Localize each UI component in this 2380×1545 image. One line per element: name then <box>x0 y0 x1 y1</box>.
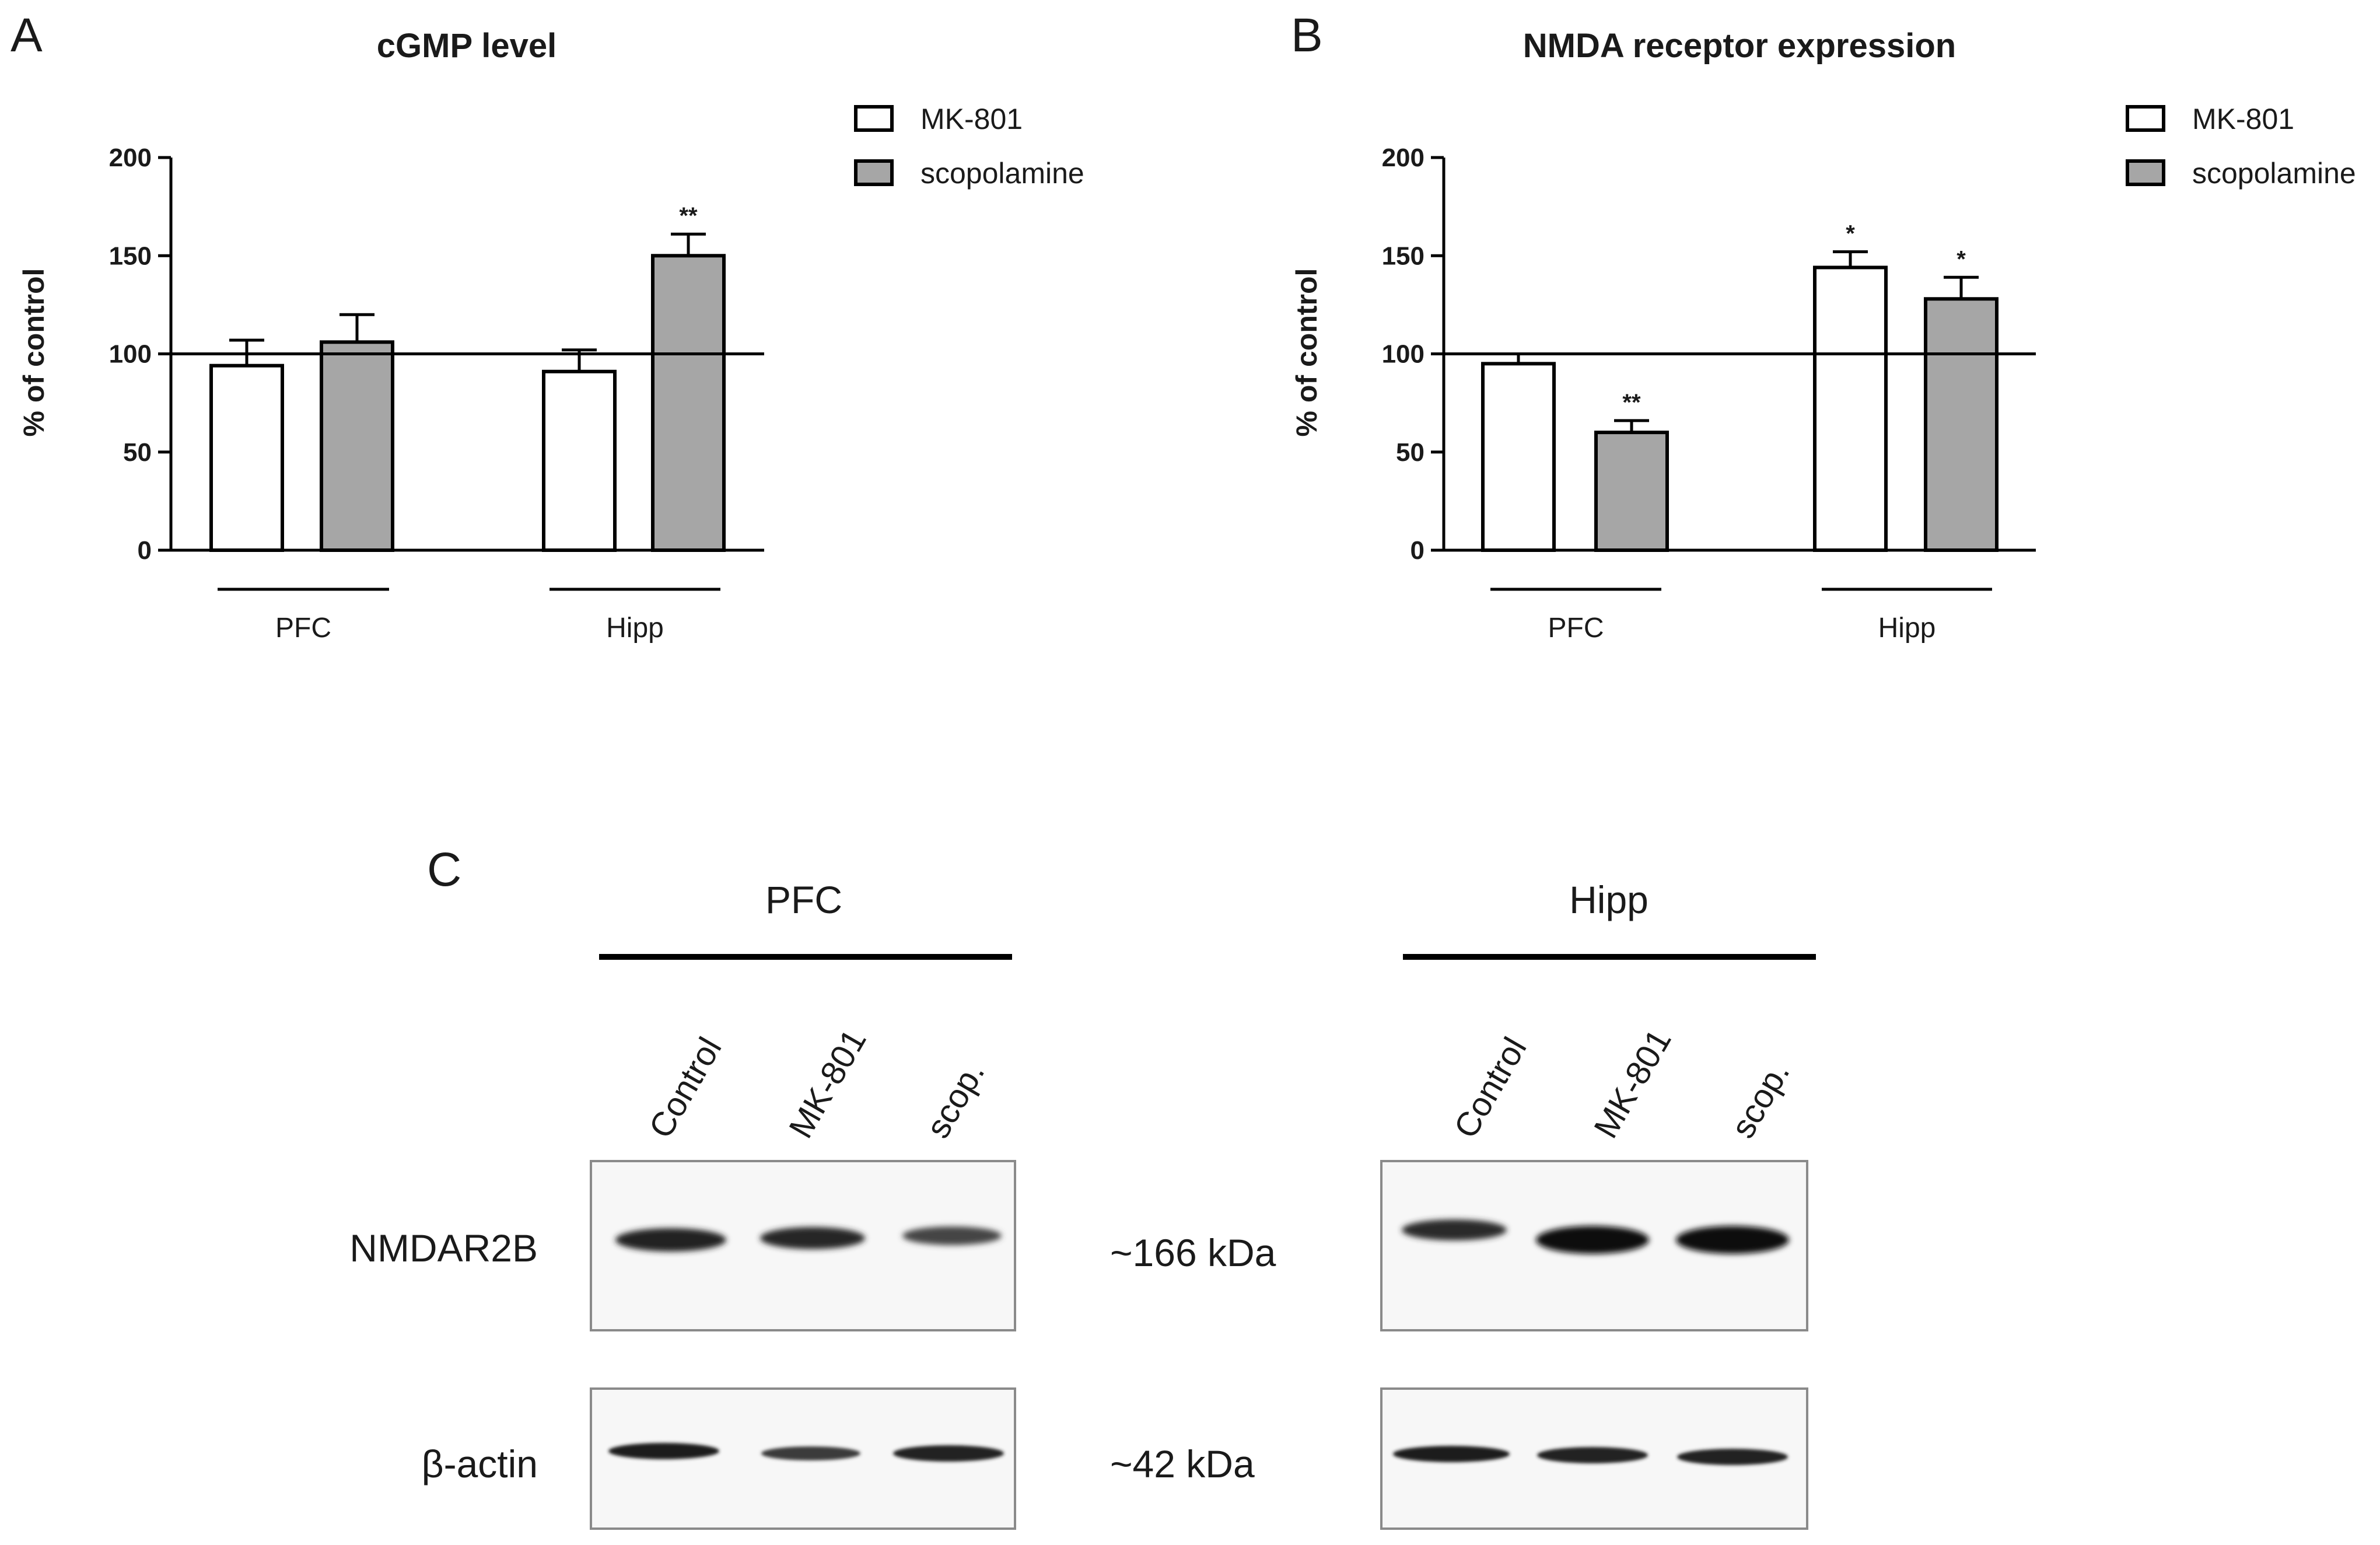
significance-marker: ** <box>1622 390 1641 415</box>
legend-label: MK-801 <box>921 103 1023 135</box>
blot-image-hipp-actin <box>1380 1387 1808 1530</box>
x-tick-label: Hipp <box>1878 613 1936 644</box>
y-tick-label: 200 <box>109 144 152 172</box>
lane-label: Control <box>642 1031 729 1144</box>
plot-area: 0 50 100 150 200 ** PFC Hipp MK-801 scopolamine <box>109 103 1084 644</box>
lane-label: Control <box>1447 1031 1534 1144</box>
blot-row-label: β-actin <box>422 1442 538 1485</box>
blot-region-label: PFC <box>765 878 842 921</box>
blot-panel-c: C PFC Control MK-801 scop. Hipp Control … <box>349 843 1816 1530</box>
y-tick-label: 100 <box>109 340 152 369</box>
legend-swatch <box>2126 159 2165 186</box>
bar <box>651 254 726 552</box>
blot-image-hipp-nmdar2b <box>1380 1160 1808 1331</box>
y-tick-label: 150 <box>109 242 152 270</box>
y-tick-label: 100 <box>1382 340 1424 369</box>
lane-label: MK-801 <box>782 1023 874 1144</box>
lane-label: MK-801 <box>1587 1023 1679 1144</box>
panel-letter-a: A <box>10 9 43 62</box>
legend-swatch <box>854 105 894 132</box>
lane-label: scop. <box>919 1055 992 1145</box>
bar <box>1594 431 1669 552</box>
legend-swatch <box>2126 105 2165 132</box>
bar <box>542 369 617 552</box>
blot-image-pfc-nmdar2b <box>590 1160 1016 1331</box>
blot-region-label: Hipp <box>1569 878 1648 921</box>
legend-label: scopolamine <box>2192 157 2356 190</box>
bar <box>1924 297 1999 553</box>
bar <box>209 363 284 552</box>
bar <box>1813 265 1888 552</box>
significance-marker: * <box>1957 246 1966 272</box>
legend-label: MK-801 <box>2192 103 2294 135</box>
blot-image-pfc-actin <box>590 1387 1016 1530</box>
chart-title: NMDA receptor expression <box>1523 27 1956 65</box>
legend-label: scopolamine <box>921 157 1084 190</box>
kda-marker: ~42 kDa <box>1110 1442 1255 1485</box>
y-tick-label: 150 <box>1382 242 1424 270</box>
x-tick-label: PFC <box>275 613 331 644</box>
significance-marker: ** <box>679 203 698 229</box>
lane-label: scop. <box>1724 1055 1797 1145</box>
y-tick-label: 0 <box>138 536 152 565</box>
blot-row-label: NMDAR2B <box>349 1226 538 1270</box>
chart-title: cGMP level <box>377 27 556 65</box>
panel-letter-b: B <box>1291 9 1323 62</box>
x-tick-label: PFC <box>1548 613 1604 644</box>
bar <box>1481 362 1556 552</box>
y-tick-label: 50 <box>123 438 152 467</box>
chart-panel-b: B NMDA receptor expression % of control … <box>1290 9 2356 644</box>
y-tick-label: 200 <box>1382 144 1424 172</box>
chart-panel-a: A cGMP level % of control 0 50 100 150 200 **… <box>10 9 1084 644</box>
x-tick-label: Hipp <box>606 613 664 644</box>
legend-swatch <box>854 159 894 186</box>
y-axis-label: % of control <box>18 268 50 437</box>
kda-marker: ~166 kDa <box>1110 1231 1276 1274</box>
bar <box>320 340 394 552</box>
y-axis-label: % of control <box>1290 268 1323 437</box>
significance-marker: * <box>1846 221 1855 247</box>
panel-letter-c: C <box>427 843 461 896</box>
y-tick-label: 50 <box>1396 438 1424 467</box>
y-tick-label: 0 <box>1410 536 1424 565</box>
